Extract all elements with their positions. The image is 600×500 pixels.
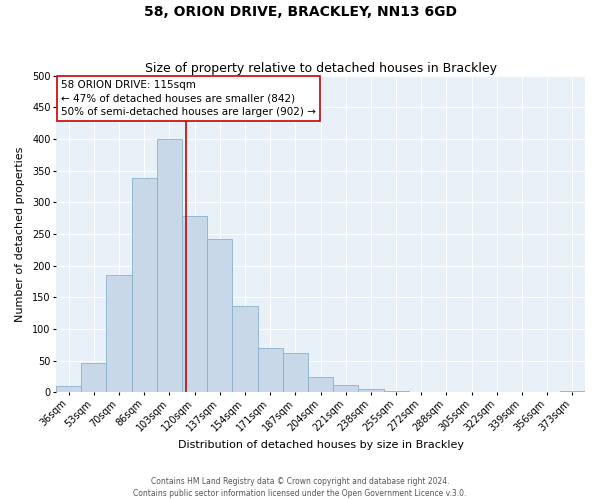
Bar xyxy=(207,239,232,392)
Bar xyxy=(560,390,585,392)
Bar xyxy=(358,390,383,392)
Bar xyxy=(308,376,333,392)
X-axis label: Distribution of detached houses by size in Brackley: Distribution of detached houses by size … xyxy=(178,440,464,450)
Bar xyxy=(283,353,308,393)
Y-axis label: Number of detached properties: Number of detached properties xyxy=(15,146,25,322)
Text: 58, ORION DRIVE, BRACKLEY, NN13 6GD: 58, ORION DRIVE, BRACKLEY, NN13 6GD xyxy=(143,5,457,19)
Bar xyxy=(333,385,358,392)
Bar xyxy=(82,362,106,392)
Bar xyxy=(232,306,257,392)
Bar xyxy=(56,386,82,392)
Bar xyxy=(182,216,207,392)
Text: 58 ORION DRIVE: 115sqm
← 47% of detached houses are smaller (842)
50% of semi-de: 58 ORION DRIVE: 115sqm ← 47% of detached… xyxy=(61,80,316,117)
Title: Size of property relative to detached houses in Brackley: Size of property relative to detached ho… xyxy=(145,62,497,74)
Bar xyxy=(157,139,182,392)
Bar xyxy=(106,276,131,392)
Bar xyxy=(257,348,283,393)
Bar xyxy=(131,178,157,392)
Bar xyxy=(383,390,409,392)
Text: Contains HM Land Registry data © Crown copyright and database right 2024.
Contai: Contains HM Land Registry data © Crown c… xyxy=(133,476,467,498)
